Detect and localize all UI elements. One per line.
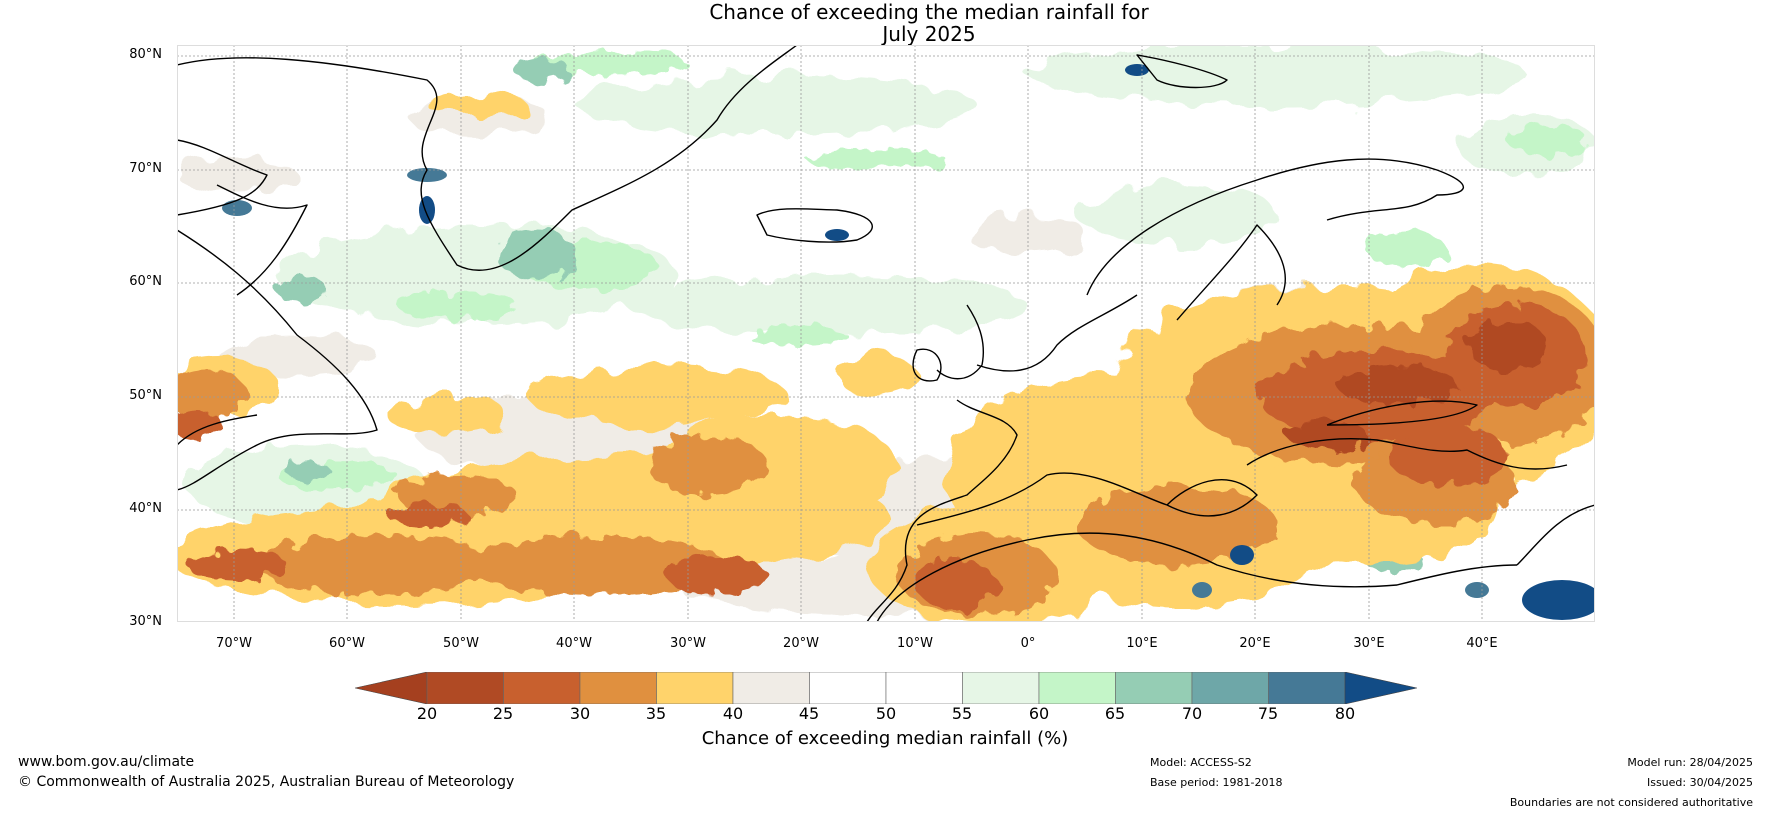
- lon-label-10w: 10°W: [897, 636, 933, 651]
- colorbar-over-triangle: [1344, 671, 1418, 705]
- lon-label-20e: 20°E: [1239, 636, 1271, 651]
- colorbar-cell-50: [885, 671, 963, 705]
- colorbar-label: Chance of exceeding median rainfall (%): [701, 728, 1069, 749]
- lon-label-70w: 70°W: [216, 636, 252, 651]
- colorbar-cell-60: [1038, 671, 1116, 705]
- rainfall-probability-map: [177, 45, 1595, 622]
- lon-label-20w: 20°W: [783, 636, 819, 651]
- lat-label-40n: 40°N: [129, 501, 162, 516]
- colorbar-tick-50: 50: [875, 704, 897, 723]
- footer-model-run: Model run: 28/04/2025: [1627, 756, 1753, 769]
- footer-model: Model: ACCESS-S2: [1150, 756, 1252, 769]
- colorbar-cell-45: [809, 671, 887, 705]
- lon-label-0: 0°: [1020, 636, 1036, 651]
- lon-label-60w: 60°W: [329, 636, 365, 651]
- lon-label-30e: 30°E: [1353, 636, 1385, 651]
- colorbar-cell-40: [732, 671, 810, 705]
- lat-label-30n: 30°N: [129, 614, 162, 629]
- colorbar-tick-30: 30: [569, 704, 591, 723]
- colorbar-tick-70: 70: [1181, 704, 1203, 723]
- colorbar-tick-80: 80: [1334, 704, 1356, 723]
- lon-label-50w: 50°W: [443, 636, 479, 651]
- colorbar-under-triangle: [354, 671, 428, 705]
- colorbar-cell-25: [503, 671, 581, 705]
- map-title-line-2: July 2025: [882, 22, 976, 46]
- map-title-line-1: Chance of exceeding the median rainfall …: [709, 0, 1149, 24]
- footer-base-period: Base period: 1981-2018: [1150, 776, 1283, 789]
- footer-disclaimer: Boundaries are not considered authoritat…: [1509, 796, 1753, 809]
- colorbar-tick-65: 65: [1104, 704, 1126, 723]
- colorbar-tick-20: 20: [416, 704, 438, 723]
- colorbar-tick-45: 45: [798, 704, 820, 723]
- colorbar-cell-65: [1115, 671, 1193, 705]
- footer-issued: Issued: 30/04/2025: [1646, 776, 1753, 789]
- lat-label-70n: 70°N: [129, 161, 162, 176]
- lon-label-40e: 40°E: [1466, 636, 1498, 651]
- colorbar-cell-55: [962, 671, 1040, 705]
- colorbar-tick-25: 25: [492, 704, 514, 723]
- colorbar: [354, 671, 1418, 705]
- colorbar-tick-35: 35: [645, 704, 667, 723]
- colorbar-tick-40: 40: [722, 704, 744, 723]
- lat-label-60n: 60°N: [129, 274, 162, 289]
- colorbar-tick-60: 60: [1028, 704, 1050, 723]
- colorbar-tick-75: 75: [1257, 704, 1279, 723]
- lon-label-40w: 40°W: [556, 636, 592, 651]
- footer-website: www.bom.gov.au/climate: [18, 754, 195, 770]
- colorbar-cell-35: [656, 671, 734, 705]
- colorbar-cell-30: [579, 671, 657, 705]
- colorbar-cell-70: [1191, 671, 1269, 705]
- colorbar-cell-20: [426, 671, 504, 705]
- lon-label-30w: 30°W: [670, 636, 706, 651]
- lat-label-50n: 50°N: [129, 388, 162, 403]
- lat-label-80n: 80°N: [129, 47, 162, 62]
- colorbar-tick-55: 55: [951, 704, 973, 723]
- colorbar-cell-75: [1268, 671, 1346, 705]
- footer-copyright: © Commonwealth of Australia 2025, Austra…: [18, 774, 515, 790]
- lon-label-10e: 10°E: [1126, 636, 1158, 651]
